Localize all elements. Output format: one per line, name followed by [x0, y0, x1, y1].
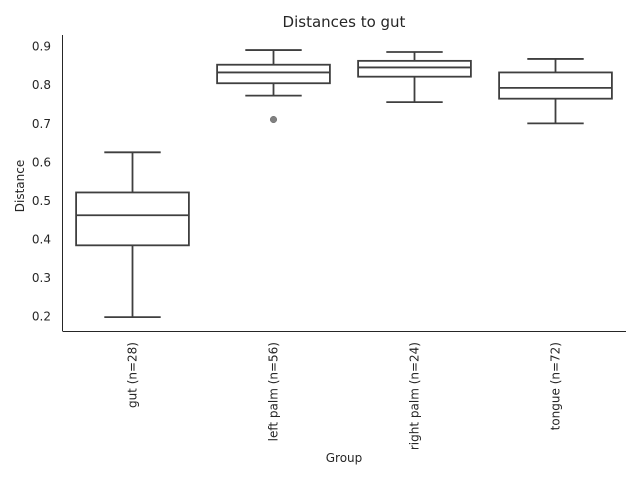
box-group	[498, 58, 613, 125]
plot-area	[75, 49, 613, 319]
box-body	[75, 191, 190, 247]
x-tick-labels: gut (n=28) left palm (n=56) right palm (n=…	[126, 342, 563, 450]
y-axis-label: Distance	[13, 160, 27, 212]
x-axis-label: Group	[326, 451, 363, 465]
outlier-point	[269, 115, 278, 124]
box-group	[75, 151, 190, 319]
y-tick-label: 0.3	[32, 271, 51, 285]
x-tick-label: right palm (n=24)	[408, 342, 422, 450]
y-tick-labels: 0.2 0.3 0.4 0.5 0.6 0.7 0.8 0.9	[32, 40, 51, 324]
chart-title: Distances to gut	[283, 13, 406, 31]
y-tick-label: 0.8	[32, 78, 51, 92]
box-body	[498, 71, 613, 100]
x-tick-label: tongue (n=72)	[549, 342, 563, 430]
y-tick-label: 0.6	[32, 155, 51, 169]
x-tick-label: left palm (n=56)	[267, 342, 281, 441]
y-tick-label: 0.7	[32, 117, 51, 131]
box-group	[216, 49, 331, 124]
y-tick-label: 0.4	[32, 233, 51, 247]
y-tick-label: 0.5	[32, 194, 51, 208]
x-tick-label: gut (n=28)	[126, 342, 140, 408]
box-group	[357, 51, 472, 104]
y-tick-label: 0.9	[32, 40, 51, 54]
box-body	[216, 63, 331, 85]
box-body	[357, 59, 472, 78]
y-tick-label: 0.2	[32, 310, 51, 324]
